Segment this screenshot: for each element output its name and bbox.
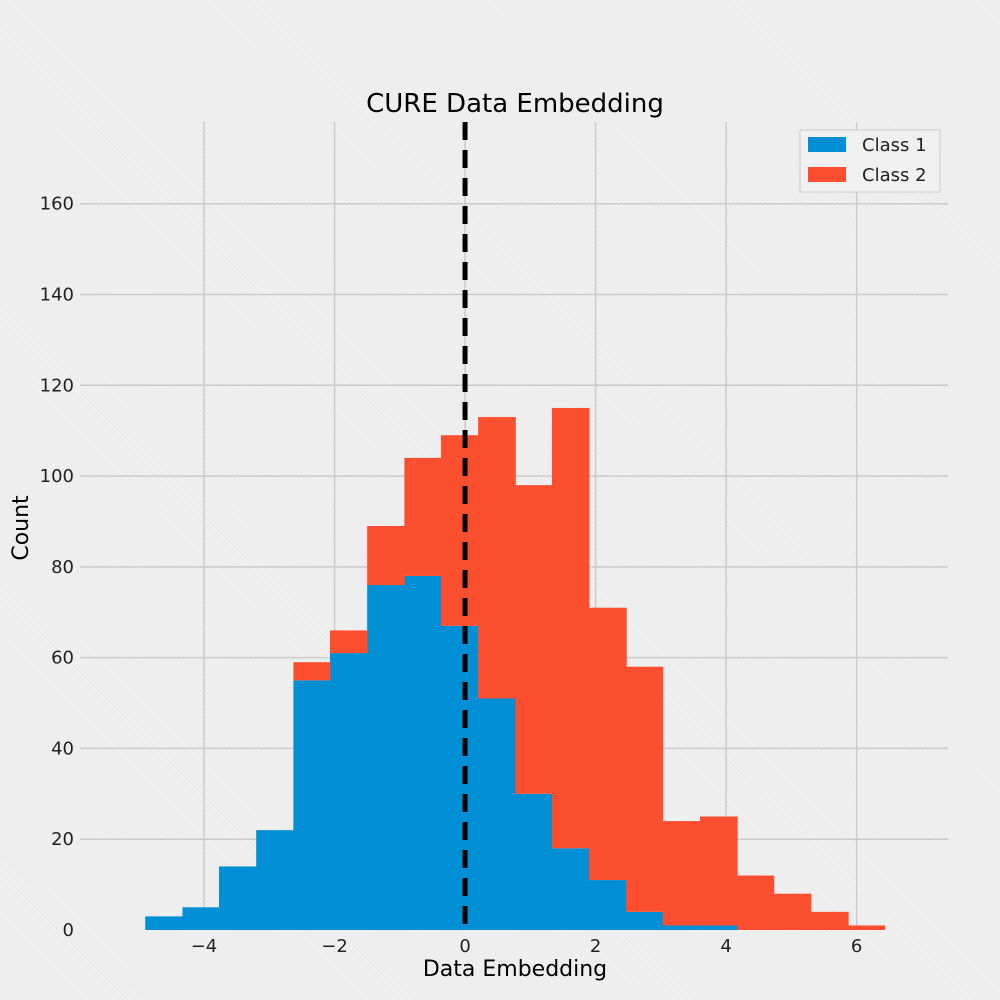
bar-class-2-bin-6 — [367, 526, 405, 586]
bar-class-1-bin-6 — [367, 585, 405, 930]
bar-class-1-bin-5 — [329, 653, 368, 930]
bar-class-1-bin-8 — [440, 625, 479, 930]
bar-class-1-bin-12 — [589, 880, 627, 930]
legend: Class 1 Class 2 — [799, 129, 941, 193]
y-tick-label: 20 — [51, 829, 74, 850]
y-tick-label: 80 — [51, 557, 74, 578]
class-1-bars — [145, 575, 738, 930]
bar-class-2-bin-14 — [662, 821, 701, 926]
x-tick-label: 4 — [720, 936, 731, 957]
chart-title: CURE Data Embedding — [366, 89, 664, 119]
bar-class-1-bin-1 — [182, 907, 220, 930]
bar-class-2-bin-13 — [626, 666, 664, 912]
bar-class-2-bin-8 — [440, 435, 479, 626]
bar-class-1-bin-0 — [145, 916, 183, 930]
x-tick-label: 0 — [459, 936, 470, 957]
bar-class-1-bin-9 — [478, 698, 516, 930]
bar-class-1-bin-3 — [256, 830, 294, 930]
bar-class-2-bin-9 — [478, 417, 516, 699]
y-tick-label: 0 — [63, 920, 74, 941]
y-tick-label: 140 — [40, 284, 74, 305]
bar-class-2-bin-19 — [848, 925, 886, 930]
bar-class-2-bin-11 — [551, 407, 590, 849]
bar-class-2-bin-12 — [589, 607, 627, 881]
bar-class-1-bin-11 — [551, 848, 590, 930]
legend-swatch-class-1 — [808, 137, 846, 152]
bar-class-2-bin-5 — [329, 630, 368, 654]
bar-class-2-bin-7 — [404, 457, 442, 576]
y-tick-labels: 0 20 40 60 80 100 120 140 160 — [40, 194, 74, 941]
bar-class-1-bin-7 — [404, 575, 442, 930]
bar-class-2-bin-16 — [737, 875, 775, 930]
bar-class-2-bin-15 — [700, 816, 738, 926]
bar-class-2-bin-4 — [293, 662, 331, 681]
x-tick-label: −4 — [191, 936, 218, 957]
bar-class-2-bin-17 — [773, 893, 812, 930]
bar-class-1-bin-2 — [219, 866, 257, 930]
y-tick-label: 120 — [40, 375, 74, 396]
y-tick-label: 60 — [51, 648, 74, 669]
y-tick-label: 100 — [40, 466, 74, 487]
x-tick-labels: −4 −2 0 2 4 6 — [191, 936, 863, 957]
x-tick-label: 6 — [851, 936, 862, 957]
class-2-bars — [293, 407, 886, 930]
legend-swatch-class-2 — [808, 167, 846, 182]
y-tick-label: 160 — [40, 194, 74, 215]
x-tick-label: −2 — [321, 936, 348, 957]
y-tick-label: 40 — [51, 738, 74, 759]
bar-class-2-bin-10 — [515, 485, 553, 794]
legend-label-class-2: Class 2 — [862, 165, 927, 186]
legend-label-class-1: Class 1 — [862, 135, 927, 156]
bar-class-1-bin-14 — [662, 925, 701, 930]
x-tick-label: 2 — [590, 936, 601, 957]
y-axis-label: Count — [9, 495, 34, 561]
bar-class-2-bin-18 — [810, 911, 849, 930]
bar-class-1-bin-13 — [626, 911, 664, 930]
bar-class-1-bin-4 — [293, 680, 331, 930]
x-axis-label: Data Embedding — [423, 957, 607, 982]
bar-class-1-bin-10 — [515, 793, 553, 930]
bar-class-1-bin-15 — [700, 925, 738, 930]
